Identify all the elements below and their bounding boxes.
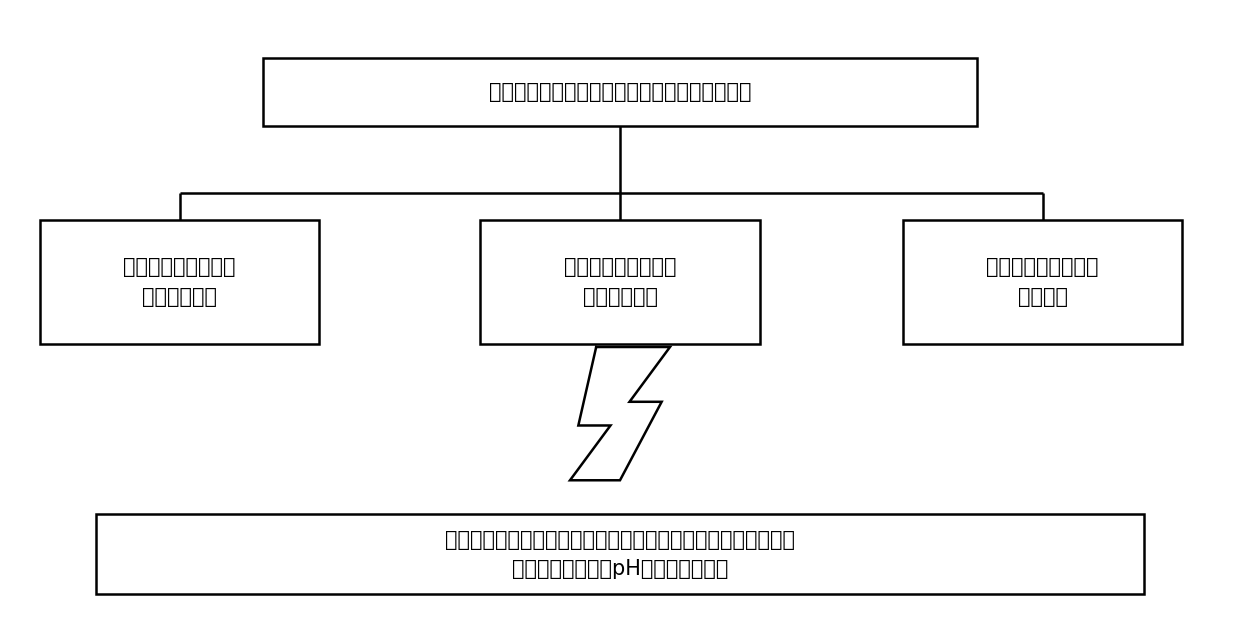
Text: 尾气净化催化剂贮存
监管系统: 尾气净化催化剂贮存 监管系统 [986, 257, 1099, 307]
FancyBboxPatch shape [97, 515, 1143, 594]
Text: 尾气净化催化剂的环境温度、湿度、通风流量、液体流量、压强
、光照度、重量、pH值、密度和液位: 尾气净化催化剂的环境温度、湿度、通风流量、液体流量、压强 、光照度、重量、pH值… [445, 529, 795, 579]
Text: 尾气净化催化剂分类
收集监管系统: 尾气净化催化剂分类 收集监管系统 [123, 257, 236, 307]
FancyBboxPatch shape [263, 58, 977, 126]
FancyBboxPatch shape [480, 220, 760, 344]
Text: 尾气净化催化剂运输
装卸监管系统: 尾气净化催化剂运输 装卸监管系统 [564, 257, 676, 307]
FancyBboxPatch shape [903, 220, 1183, 344]
Polygon shape [570, 347, 670, 480]
Text: 基于精确采集的机动车尾气净化催化剂传感系统: 基于精确采集的机动车尾气净化催化剂传感系统 [489, 82, 751, 102]
FancyBboxPatch shape [40, 220, 320, 344]
